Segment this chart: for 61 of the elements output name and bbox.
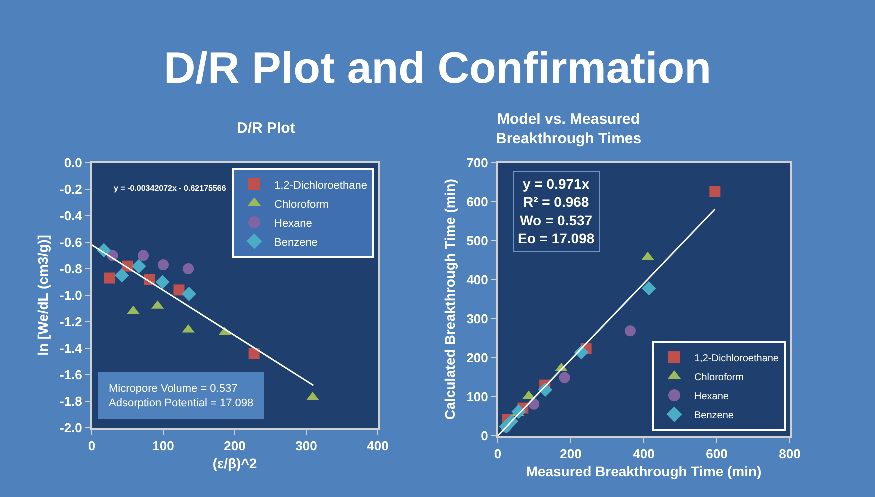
x-tick-label: 400 [367, 438, 389, 454]
x-tick-label: 100 [152, 438, 174, 454]
x-tick-label: 400 [633, 446, 655, 462]
y-tick-label: 300 [466, 312, 488, 327]
x-tick-label: 600 [706, 446, 728, 462]
y-tick-label: 400 [466, 272, 488, 288]
point [104, 272, 116, 284]
y-tick-label: 0 [481, 428, 488, 444]
legend-label: Hexane [274, 218, 312, 230]
annotation: y = 0.971x R² = 0.968 Wo = 0.537 Eo = 17.098 [518, 176, 595, 247]
point [559, 372, 570, 384]
x-tick-label: 300 [296, 438, 318, 454]
legend-label: Benzene [274, 236, 318, 249]
text: D/R Plot and Confirmation [164, 44, 712, 93]
point [158, 260, 169, 271]
point [114, 268, 130, 283]
chart-title: D/R Plot [237, 120, 296, 137]
point [138, 250, 149, 262]
y-tick-label: 200 [466, 350, 488, 366]
point [624, 326, 636, 337]
y-tick-label: 100 [466, 390, 488, 405]
y-axis-title: Calculated Breakthrough Time (min) [442, 179, 458, 420]
x-tick-label: 800 [779, 446, 801, 462]
x-tick-label: 0 [88, 438, 96, 454]
y-tick-label: 500 [466, 234, 488, 249]
y-tick-label: -0.8 [60, 262, 82, 277]
chart-title: Model vs. Measured Breakthrough Times [496, 111, 642, 148]
annotation: y = -0.00342072x - 0.62175566 [114, 184, 227, 193]
x-axis-title: (ε/β)^2 [212, 455, 258, 472]
y-tick-label: -1.6 [60, 368, 82, 383]
point [182, 287, 196, 302]
y-tick-label: -1.0 [60, 288, 82, 304]
legend-label: Benzene [694, 410, 734, 422]
y-tick-label: -2.0 [60, 420, 82, 436]
x-tick-label: 200 [224, 438, 246, 454]
point [710, 186, 721, 198]
y-tick-label: 600 [466, 194, 488, 210]
legend-label: 1,2-Dichloroethane [274, 180, 368, 192]
point [174, 284, 185, 296]
y-tick-label: -0.6 [60, 235, 82, 250]
legend-label: Chloroform [694, 372, 744, 384]
legend-label: Hexane [694, 391, 730, 402]
y-tick-label: -1.8 [60, 394, 82, 410]
point [156, 275, 170, 290]
point [183, 264, 194, 274]
y-tick-label: 700 [466, 156, 488, 171]
point [642, 281, 656, 296]
y-tick-label: -1.4 [60, 341, 84, 356]
legend-label: 1,2-Dichloroethane [694, 353, 780, 364]
point [248, 348, 260, 360]
annotation: Micropore Volume = 0.537 Adsorption Potential = 17.098 [109, 383, 254, 410]
y-tick-label: -1.2 [60, 314, 82, 330]
y-tick-label: 0.0 [64, 156, 82, 171]
point [132, 259, 146, 274]
y-tick-label: -0.4 [60, 208, 84, 224]
x-axis-title: Measured Breakthrough Time (min) [526, 463, 762, 480]
legend-label: Chloroform [274, 198, 329, 211]
x-tick-label: 200 [560, 446, 582, 462]
x-tick-label: 0 [494, 446, 502, 462]
y-axis-title: ln [We/dL (cm3/g)] [35, 235, 52, 356]
y-tick-label: -0.2 [60, 182, 82, 198]
